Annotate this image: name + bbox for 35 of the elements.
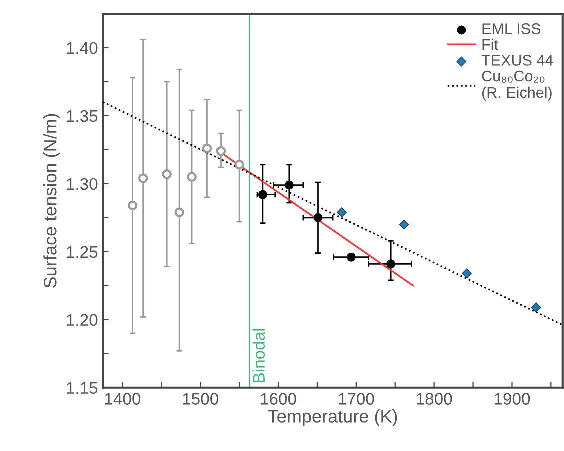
point <box>337 208 348 218</box>
point <box>174 208 184 218</box>
legend-label: Cu₈₀Co₂₀ (R. Eichel) <box>482 70 552 102</box>
point <box>216 146 226 156</box>
point <box>314 213 323 222</box>
legend-label: TEXUS 44 <box>482 55 554 66</box>
x-tick-label: 1500 <box>183 393 218 405</box>
point <box>346 252 356 262</box>
point <box>187 172 197 182</box>
point <box>531 302 542 313</box>
y-tick-label: 1.20 <box>67 314 98 326</box>
point <box>128 200 138 211</box>
y-tick-label: 1.40 <box>67 42 98 54</box>
x-axis-title: Temperature (K) <box>268 410 398 426</box>
y-tick-label: 1.25 <box>67 246 98 258</box>
legend-label: Fit <box>482 38 498 50</box>
x-tick-label: 1600 <box>261 393 296 405</box>
point <box>399 220 410 230</box>
y-tick-label: 1.35 <box>67 110 98 122</box>
ref-line-label: Binodal <box>252 329 266 382</box>
point <box>462 268 472 279</box>
point <box>386 260 396 269</box>
x-tick-label: 1700 <box>339 393 374 405</box>
y-tick-label: 1.15 <box>67 382 98 394</box>
point <box>138 174 148 184</box>
x-tick-label: 1400 <box>105 393 141 405</box>
point <box>234 160 244 170</box>
y-axis-title: Surface tension (N/m) <box>44 114 60 288</box>
x-tick-label: 1800 <box>417 393 452 405</box>
y-tick-label: 1.30 <box>67 178 98 190</box>
x-tick-label: 1900 <box>494 393 530 405</box>
point <box>162 170 172 180</box>
point <box>284 180 294 190</box>
point <box>202 144 212 154</box>
legend-label: EML ISS <box>482 24 541 34</box>
